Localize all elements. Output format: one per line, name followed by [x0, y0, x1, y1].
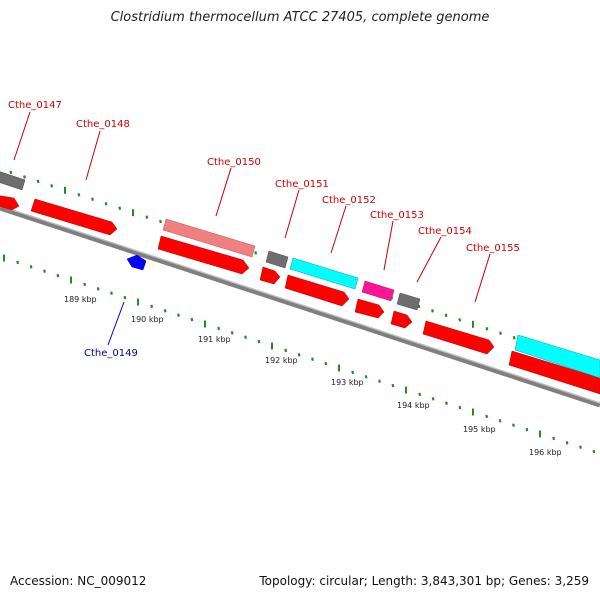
minor-tick	[498, 419, 502, 423]
kbp-label: 189 kbp	[64, 295, 97, 304]
gene-arrow-blue[interactable]	[126, 254, 147, 271]
minor-tick	[579, 445, 582, 449]
gene-label-cthe-0150[interactable]: Cthe_0150	[207, 157, 261, 168]
gene-arrow[interactable]	[0, 195, 20, 211]
minor-tick	[391, 383, 395, 388]
minor-tick	[123, 295, 127, 300]
gene-arrow[interactable]	[259, 266, 281, 285]
gene-label-cthe-0155[interactable]: Cthe_0155	[466, 243, 520, 254]
minor-tick	[91, 197, 94, 201]
minor-tick	[418, 392, 422, 397]
minor-tick	[163, 309, 167, 313]
minor-tick	[257, 339, 261, 344]
gene-arrow[interactable]	[508, 350, 600, 395]
gene-label-cthe-0152[interactable]: Cthe_0152	[322, 195, 376, 206]
minor-tick	[96, 287, 100, 291]
minor-tick	[351, 370, 355, 375]
minor-tick	[29, 265, 33, 269]
gene-box-pink[interactable]	[162, 218, 256, 258]
minor-tick	[244, 335, 247, 339]
gene-arrow[interactable]	[30, 198, 118, 236]
minor-tick	[104, 202, 108, 206]
gene-box-magenta[interactable]	[361, 280, 395, 302]
accession-text: Accession: NC_009012	[10, 574, 147, 588]
minor-tick	[485, 327, 489, 331]
kbp-label: 191 kbp	[198, 335, 231, 344]
minor-tick	[43, 269, 46, 273]
minor-tick	[378, 379, 381, 383]
minor-tick	[512, 423, 515, 427]
minor-tick	[159, 219, 162, 224]
minor-tick	[512, 335, 516, 340]
minor-tick	[445, 401, 448, 405]
label-leader-lines	[13, 111, 491, 346]
minor-tick	[485, 414, 489, 419]
gene-labels: Cthe_0147 Cthe_0148 Cthe_0149 Cthe_0150 …	[8, 100, 520, 359]
gene-label-cthe-0147[interactable]: Cthe_0147	[8, 100, 62, 111]
gene-label-cthe-0149[interactable]: Cthe_0149	[84, 348, 138, 359]
minor-tick	[458, 405, 462, 410]
minor-tick	[145, 215, 149, 219]
minor-tick	[284, 348, 288, 353]
gene-box-cyan[interactable]	[514, 334, 600, 379]
minor-tick	[592, 449, 596, 454]
gene-features	[0, 170, 600, 395]
gene-label-cthe-0148[interactable]: Cthe_0148	[76, 119, 130, 130]
minor-tick	[77, 193, 81, 197]
map-title: Clostridium thermocellum ATCC 27405, com…	[110, 10, 490, 25]
gene-arrow[interactable]	[390, 310, 413, 329]
minor-tick	[118, 206, 122, 210]
minor-tick	[56, 273, 60, 278]
minor-tick	[311, 357, 314, 361]
kbp-label: 192 kbp	[265, 356, 298, 365]
inner-tick-ring	[3, 254, 596, 454]
minor-tick	[525, 427, 529, 432]
minor-tick	[110, 291, 113, 295]
kbp-label: 195 kbp	[463, 425, 496, 434]
minor-tick	[364, 375, 368, 379]
gene-arrow[interactable]	[354, 298, 385, 319]
topology-text: Topology: circular; Length: 3,843,301 bp…	[259, 574, 589, 588]
kbp-label: 190 kbp	[131, 315, 164, 324]
minor-tick	[9, 170, 13, 175]
kbp-label: 193 kbp	[331, 378, 364, 387]
minor-tick	[458, 318, 462, 322]
backbone	[0, 205, 600, 408]
minor-tick	[431, 397, 435, 401]
gene-box-cyan[interactable]	[289, 257, 359, 290]
minor-tick	[444, 313, 448, 318]
gene-arrow[interactable]	[284, 274, 350, 307]
kbp-label: 194 kbp	[397, 401, 430, 410]
gene-box-gray[interactable]	[265, 250, 289, 269]
gene-label-cthe-0151[interactable]: Cthe_0151	[275, 179, 329, 190]
minor-tick	[36, 179, 40, 184]
gene-box-gray[interactable]	[0, 170, 26, 191]
minor-tick	[83, 282, 87, 287]
minor-tick	[177, 313, 180, 317]
minor-tick	[254, 251, 258, 255]
minor-tick	[499, 331, 502, 335]
gene-box-gray[interactable]	[396, 292, 421, 311]
gene-arrow[interactable]	[157, 235, 250, 275]
kbp-scale-labels: 189 kbp 190 kbp 191 kbp 192 kbp 193 kbp …	[64, 295, 562, 457]
minor-tick	[417, 304, 421, 309]
minor-tick	[431, 309, 434, 313]
minor-tick	[217, 326, 221, 331]
minor-tick	[23, 175, 26, 179]
minor-tick	[230, 331, 234, 335]
minor-tick	[552, 436, 556, 441]
minor-tick	[150, 304, 154, 309]
minor-tick	[324, 361, 328, 366]
minor-tick	[565, 441, 569, 445]
kbp-label: 196 kbp	[529, 448, 562, 457]
gene-label-cthe-0153[interactable]: Cthe_0153	[370, 210, 424, 221]
minor-tick	[50, 184, 54, 188]
gene-label-cthe-0154[interactable]: Cthe_0154	[418, 226, 472, 237]
minor-tick	[190, 317, 194, 322]
minor-tick	[16, 260, 20, 265]
gene-arrow[interactable]	[422, 320, 495, 355]
minor-tick	[297, 353, 301, 357]
